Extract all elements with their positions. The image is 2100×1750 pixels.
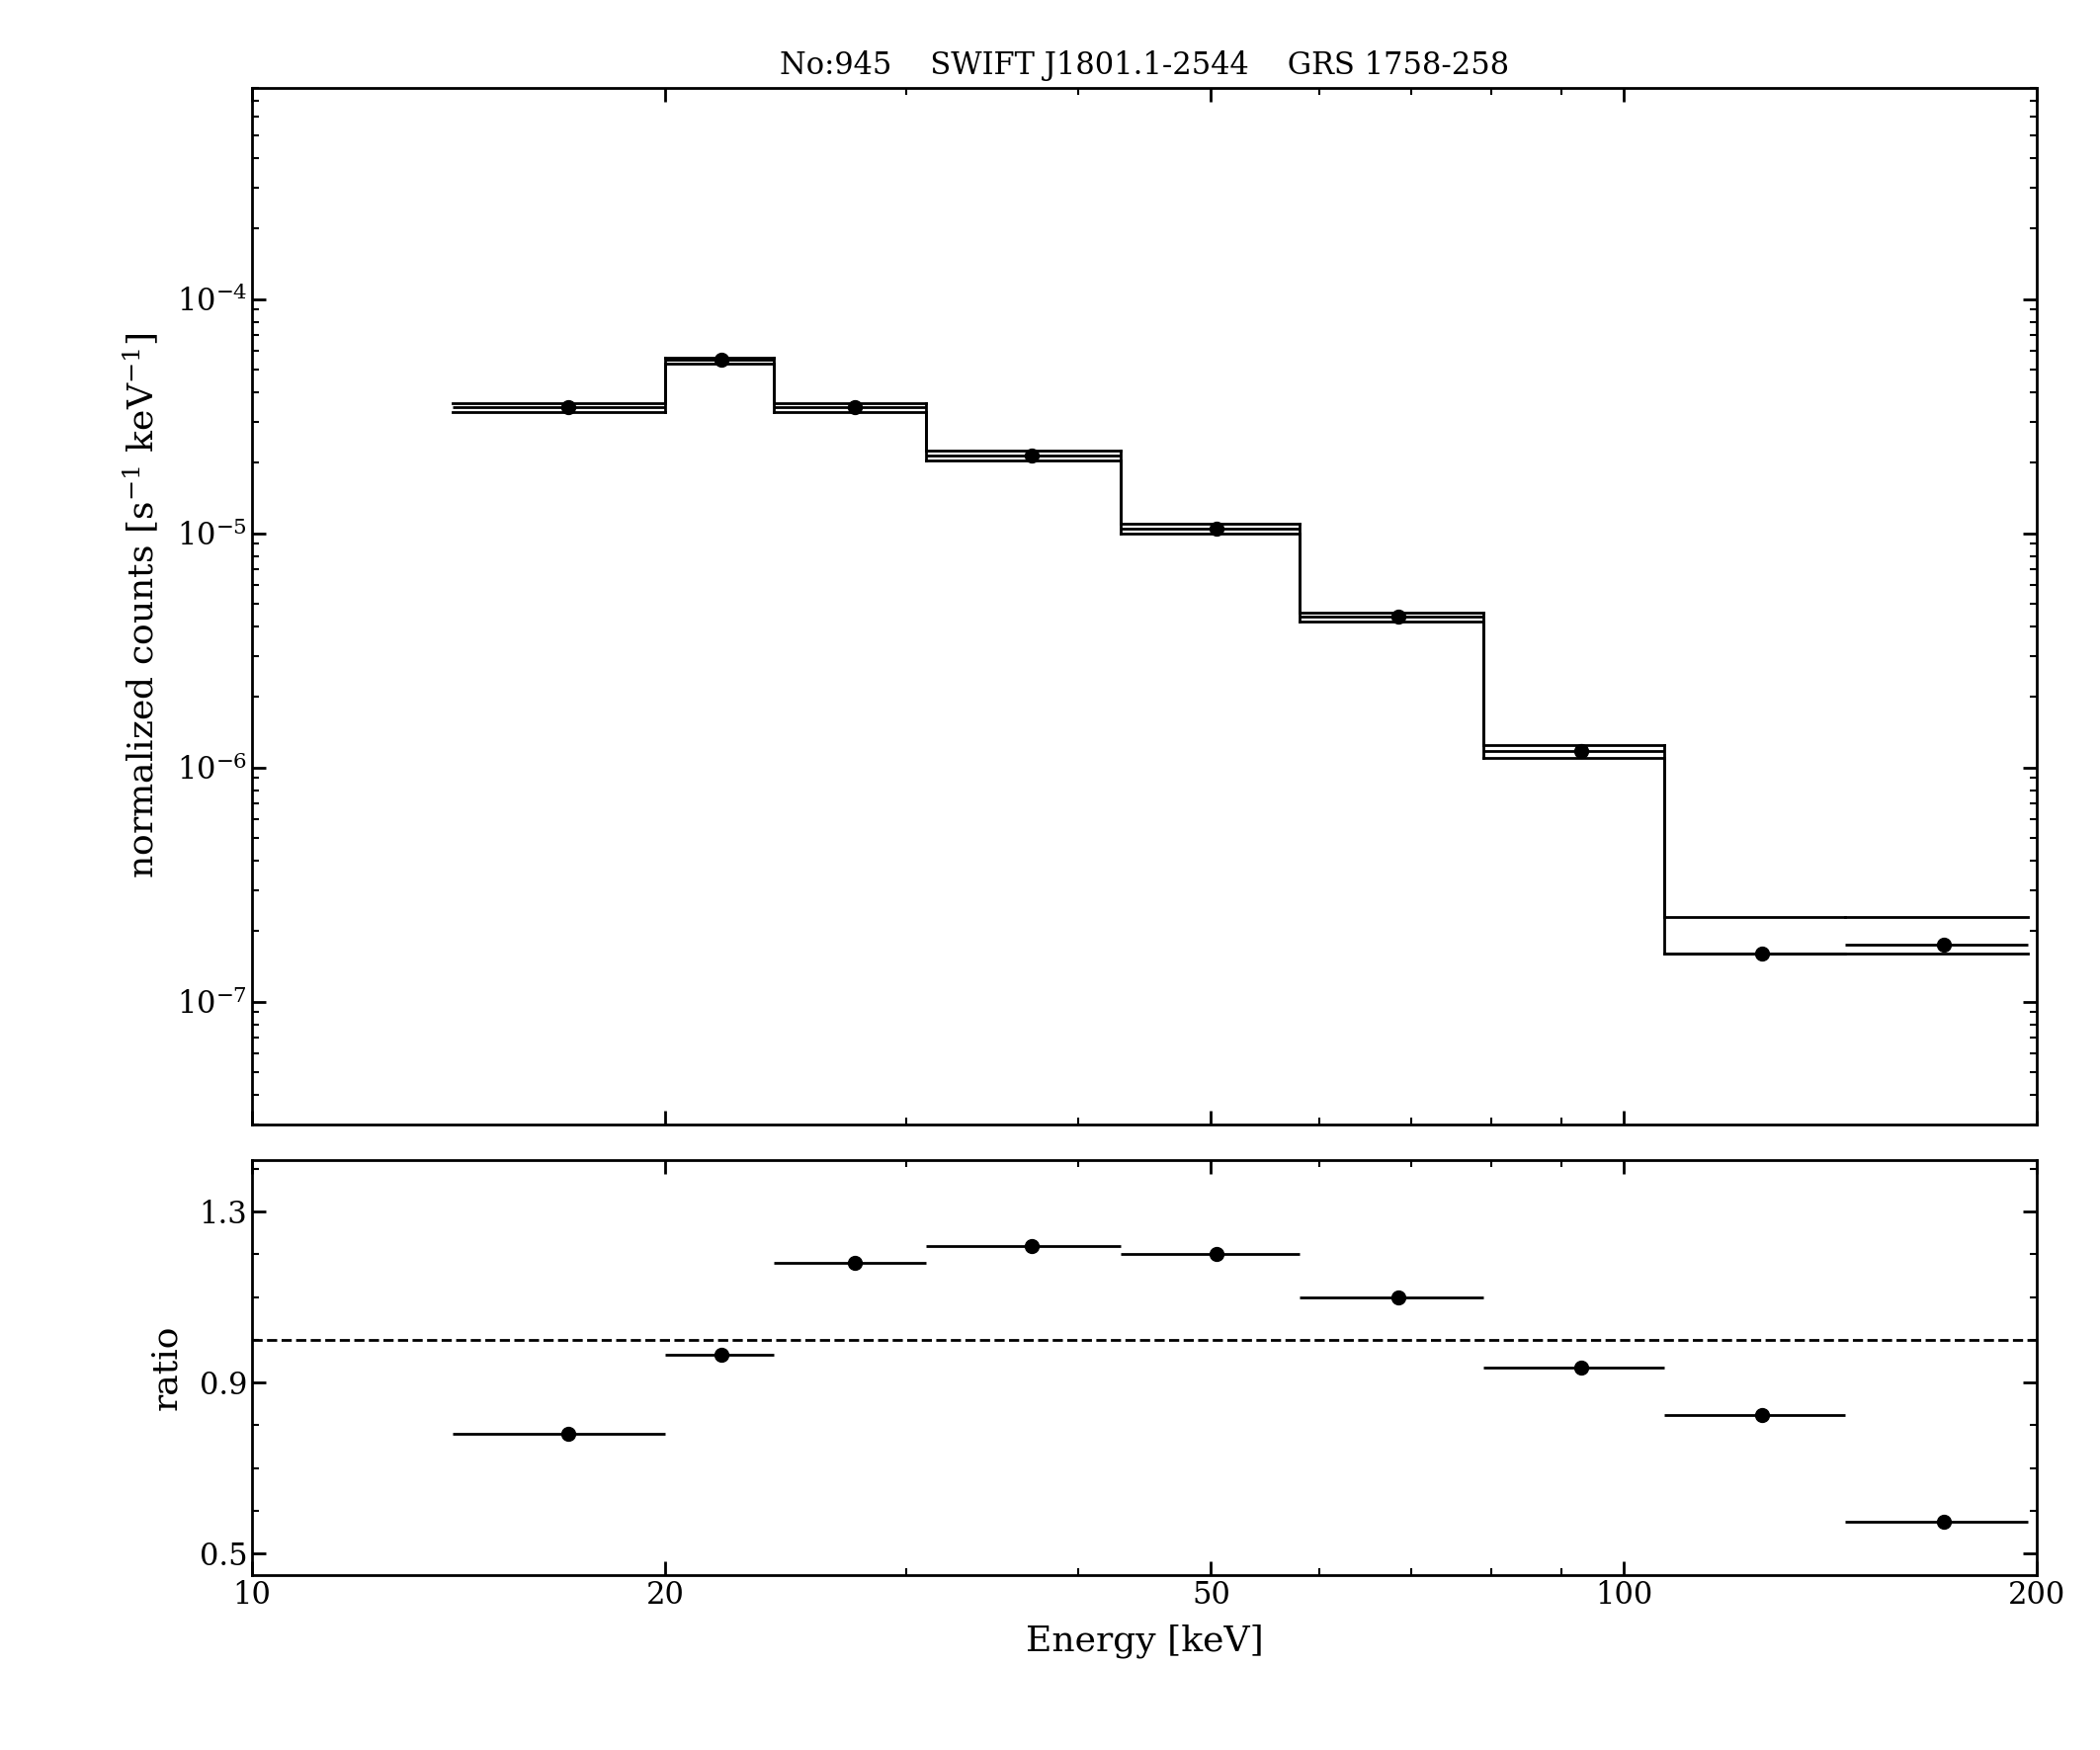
Y-axis label: normalized counts [s$^{-1}$ keV$^{-1}$]: normalized counts [s$^{-1}$ keV$^{-1}$] bbox=[120, 332, 160, 878]
Title: No:945    SWIFT J1801.1-2544    GRS 1758-258: No:945 SWIFT J1801.1-2544 GRS 1758-258 bbox=[779, 51, 1510, 80]
Y-axis label: ratio: ratio bbox=[149, 1325, 183, 1410]
X-axis label: Energy [keV]: Energy [keV] bbox=[1025, 1624, 1264, 1659]
